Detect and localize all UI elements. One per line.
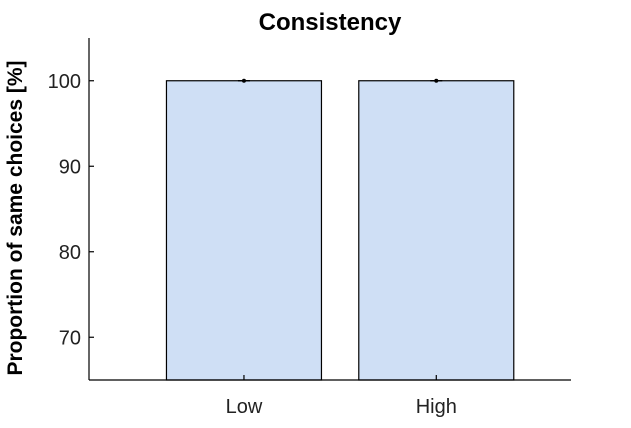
errorbar-mean-marker: [241, 78, 246, 83]
errorbar-mean-marker: [434, 78, 439, 83]
y-tick-label: 70: [59, 327, 81, 349]
errorbar-low: [237, 78, 250, 83]
bar-high: [358, 80, 515, 381]
chart-title: Consistency: [259, 9, 402, 36]
bar-low: [165, 80, 323, 381]
errorbar-high: [430, 78, 443, 83]
errorbars-group: [237, 78, 443, 83]
axes-group: [88, 38, 571, 381]
bars-group: [165, 80, 515, 381]
x-tick-label: Low: [226, 396, 263, 418]
y-tick-label: 90: [59, 156, 81, 178]
y-ticks-group: 70 80 90 100: [48, 71, 94, 349]
y-axis-label: Proportion of same choices [%]: [4, 60, 27, 375]
y-tick-label: 80: [59, 242, 81, 264]
x-ticks-group: Low High: [226, 375, 457, 418]
y-tick-label: 100: [48, 71, 81, 93]
x-tick-label: High: [416, 396, 457, 418]
